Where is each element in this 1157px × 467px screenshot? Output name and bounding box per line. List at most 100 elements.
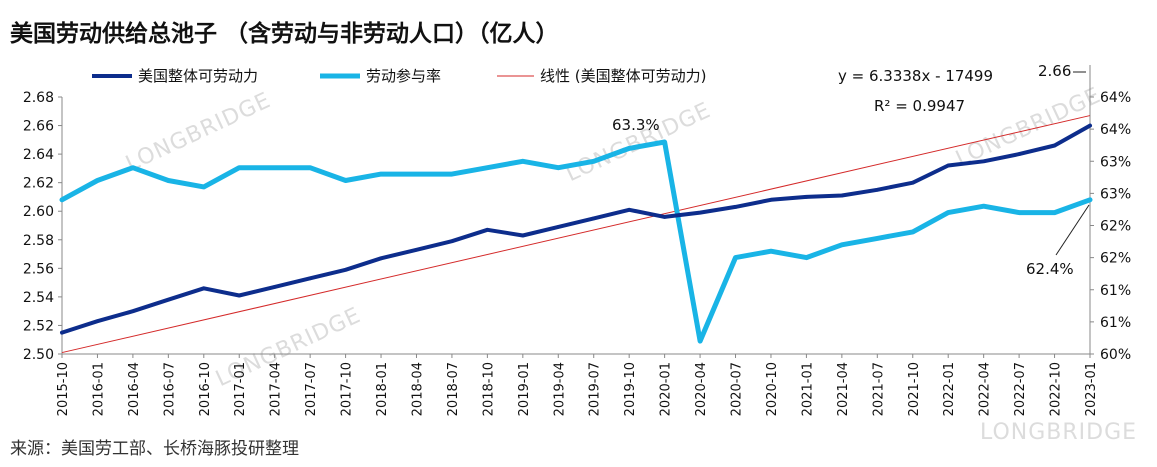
x-tick-label: 2016-07 — [162, 362, 177, 416]
x-tick-label: 2017-04 — [269, 362, 284, 416]
right-tick-label: 64% — [1100, 90, 1131, 106]
series-participation-rate-point — [237, 165, 242, 170]
series-participation-rate-point — [556, 165, 561, 170]
series-participation-rate-point — [839, 242, 844, 247]
x-tick-label: 2022-07 — [1013, 362, 1028, 416]
left-tick-label: 2.66 — [23, 119, 54, 135]
series-participation-rate-point — [946, 210, 951, 215]
series-labor-force-point — [804, 195, 809, 199]
x-tick-label: 2016-01 — [91, 362, 106, 416]
series-labor-force-point — [875, 188, 880, 192]
series-participation-rate-point — [485, 165, 490, 170]
right-axis-ticks: 60% 61% 61% 62% 62% 63% 63% 64% 64% — [1090, 90, 1131, 363]
left-tick-label: 2.68 — [23, 90, 54, 106]
x-tick-label: 2021-10 — [907, 362, 922, 416]
left-tick-label: 2.58 — [23, 233, 54, 249]
series-participation-rate-point — [414, 172, 419, 177]
series-participation-rate-point — [875, 236, 880, 241]
right-tick-label: 63% — [1100, 186, 1131, 202]
end-label-right: 62.4% — [1026, 260, 1074, 278]
series-labor-force-point — [1052, 143, 1057, 148]
series — [59, 115, 1093, 354]
series-participation-rate-point — [1017, 210, 1022, 215]
series-labor-force-point — [769, 198, 773, 202]
series-labor-force-point — [343, 267, 348, 272]
series-labor-force-point — [379, 256, 383, 261]
x-tick-label: 2022-10 — [1049, 362, 1064, 416]
series-labor-force-point — [166, 297, 171, 302]
right-tick-label: 62% — [1100, 219, 1131, 235]
series-participation-rate-point — [804, 255, 809, 260]
series-labor-force-point — [414, 247, 419, 252]
series-participation-rate-point — [981, 204, 986, 209]
series-labor-force-point — [698, 210, 702, 215]
x-tick-label: 2018-07 — [446, 362, 461, 416]
x-tick-label: 2022-01 — [942, 362, 957, 416]
series-labor-force-point — [1088, 123, 1092, 128]
x-tick-label: 2017-01 — [233, 362, 248, 416]
series-labor-force-point — [237, 293, 242, 298]
legend-label-series2: 劳动参与率 — [366, 67, 441, 85]
series-participation-rate-point — [520, 159, 525, 164]
series-labor-force-point — [521, 233, 525, 238]
x-tick-label: 2020-04 — [694, 362, 709, 416]
trend-equation: y = 6.3338x - 17499 — [838, 67, 993, 85]
series-labor-force-point — [308, 276, 312, 281]
x-tick-label: 2018-04 — [410, 362, 425, 416]
series-participation-rate-point — [166, 178, 171, 183]
series-labor-force-point — [272, 285, 277, 289]
x-tick-label: 2020-01 — [659, 362, 674, 416]
trend-r2: R² = 0.9947 — [874, 97, 965, 115]
series-labor-force-point — [485, 227, 490, 232]
x-tick-label: 2018-10 — [481, 362, 496, 416]
series-participation-rate-point — [130, 165, 135, 170]
x-tick-label: 2017-07 — [304, 362, 319, 416]
series-participation-rate-point — [272, 165, 277, 170]
series-participation-rate-point — [733, 255, 738, 260]
series-labor-force-point — [910, 180, 915, 185]
x-tick-label: 2016-04 — [127, 362, 142, 416]
series-participation-rate-point — [1052, 210, 1057, 215]
legend-label-trend: 线性 (美国整体可劳动力) — [540, 67, 706, 85]
end-label-left: 2.66 — [1038, 62, 1071, 80]
x-tick-label: 2018-01 — [375, 362, 390, 416]
right-tick-label: 61% — [1100, 315, 1131, 331]
series-participation-rate-point — [662, 139, 667, 144]
x-tick-label: 2015-10 — [56, 362, 71, 416]
series-participation-rate-point — [379, 172, 384, 177]
series-participation-rate-point — [698, 339, 703, 344]
right-tick-label: 61% — [1100, 283, 1131, 299]
series-participation-rate-point — [627, 146, 632, 151]
left-tick-label: 2.60 — [23, 204, 54, 220]
right-tick-label: 60% — [1100, 347, 1131, 363]
series-participation-rate-point — [1088, 197, 1092, 202]
series-labor-force-point — [131, 309, 135, 313]
source-note: 来源：美国劳工部、长桥海豚投研整理 — [10, 439, 299, 459]
axes — [61, 65, 1091, 355]
x-tick-label: 2019-07 — [588, 362, 603, 416]
peak-label: 63.3% — [612, 116, 660, 134]
right-tick-label: 62% — [1100, 251, 1131, 267]
left-tick-label: 2.54 — [23, 290, 54, 306]
series-participation-rate-point — [768, 249, 773, 254]
x-tick-label: 2021-04 — [836, 362, 851, 416]
chart-title: 美国劳动供给总池子 （含劳动与非劳动人口）（亿人） — [10, 21, 559, 47]
series-participation-rate-point — [60, 197, 64, 202]
series-participation-rate-point — [308, 165, 313, 170]
x-tick-label: 2021-07 — [871, 362, 886, 416]
left-tick-label: 2.52 — [23, 318, 54, 334]
legend-label-series1: 美国整体可劳动力 — [138, 67, 258, 85]
series-labor-force-point — [1017, 152, 1021, 156]
trend-line — [61, 115, 1091, 354]
x-tick-label: 2016-10 — [198, 362, 213, 416]
series-participation-rate-point — [343, 178, 348, 183]
watermark-5: LONGBRIDGE — [980, 420, 1138, 445]
left-axis-ticks: 2.50 2.52 2.54 2.56 2.58 2.60 2.62 2.64 2.66 2.68 — [23, 90, 62, 363]
right-tick-label: 64% — [1100, 122, 1131, 138]
left-tick-label: 2.64 — [23, 147, 54, 163]
series-participation-rate-point — [95, 178, 100, 183]
right-tick-label: 63% — [1100, 154, 1131, 170]
series-participation-rate-line — [59, 139, 1093, 344]
x-tick-label: 2022-04 — [978, 362, 993, 416]
